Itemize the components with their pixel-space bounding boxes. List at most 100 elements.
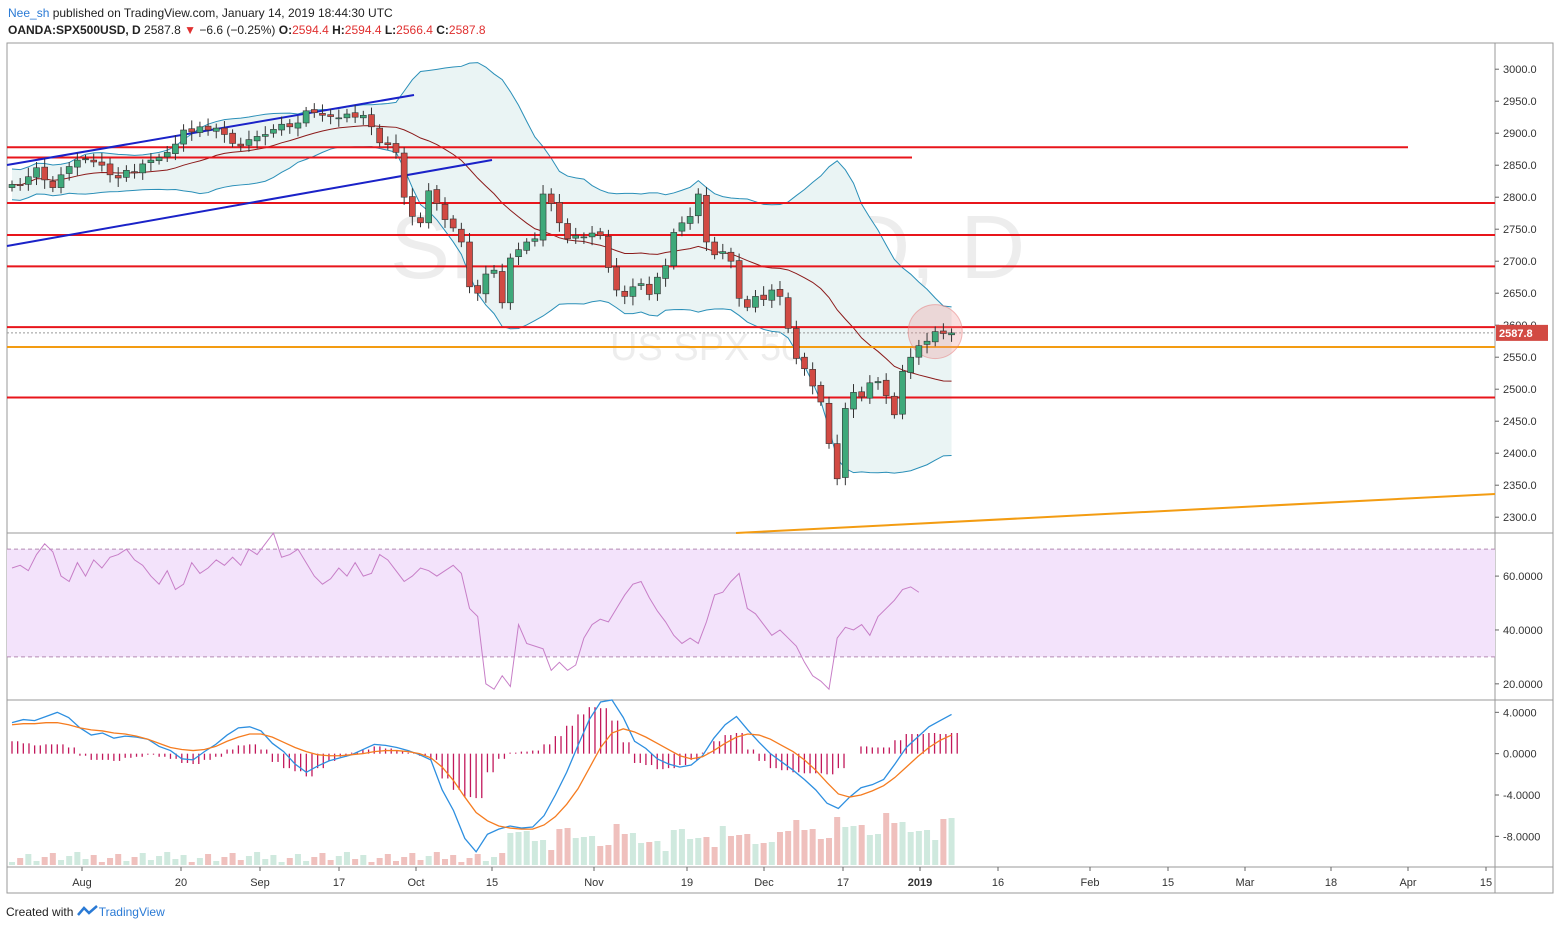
- candle-body: [114, 175, 122, 179]
- volume-bar: [392, 861, 399, 865]
- volume-bar: [270, 855, 277, 865]
- rsi-band-fill: [7, 549, 1495, 657]
- bollinger-fill: [12, 62, 952, 474]
- candle-body: [654, 276, 661, 295]
- volume-bar: [156, 856, 163, 865]
- volume-bar: [474, 854, 481, 865]
- volume-bar: [564, 828, 571, 865]
- candle-body: [466, 241, 473, 288]
- volume-bar: [164, 852, 171, 865]
- volume-bar: [670, 830, 677, 865]
- candle-body: [515, 249, 522, 258]
- volume-bar: [540, 840, 547, 865]
- volume-bar: [883, 813, 890, 865]
- volume-bar: [115, 854, 122, 865]
- candle-body: [286, 123, 294, 128]
- channel-lower-line: [6, 159, 493, 247]
- candle-body: [645, 283, 653, 295]
- price-tick-label: 2700.0: [1503, 256, 1537, 268]
- candle-body: [498, 271, 506, 304]
- volume-bar: [850, 826, 857, 865]
- candle-body: [196, 126, 204, 133]
- candle-body: [229, 132, 236, 144]
- volume-bar: [523, 831, 530, 865]
- macd-tick-label: 0.0000: [1503, 749, 1537, 761]
- volume-bar: [107, 858, 114, 865]
- candle-body: [82, 158, 89, 161]
- price-tick-label: 2650.0: [1503, 288, 1537, 300]
- candle-body: [302, 110, 310, 124]
- volume-bar: [572, 838, 579, 865]
- candle-body: [907, 356, 915, 373]
- candle-body: [270, 129, 277, 134]
- time-tick-label: Sep: [250, 877, 270, 889]
- price-tick-label: 2500.0: [1503, 384, 1537, 396]
- volume-bar: [589, 836, 596, 865]
- volume-bar: [147, 860, 154, 865]
- candle-body: [221, 127, 228, 135]
- time-tick-label: Feb: [1081, 877, 1100, 889]
- volume-bar: [376, 858, 383, 865]
- created-with-text: Created with: [6, 905, 74, 919]
- candle-body: [523, 241, 531, 251]
- volume-bar: [254, 852, 261, 865]
- volume-bar: [123, 861, 130, 865]
- candle-body: [360, 114, 367, 119]
- candle-body: [106, 163, 114, 176]
- candle-body: [784, 297, 792, 329]
- symbol-ohlc-line: OANDA:SPX500USD, D 2587.8 ▼ −6.6 (−0.25%…: [8, 23, 486, 37]
- tradingview-logo-icon: [76, 905, 99, 920]
- candle-body: [760, 294, 767, 300]
- candle-body: [809, 369, 816, 387]
- candle-body: [547, 193, 555, 204]
- volume-bar: [760, 843, 767, 865]
- candle-body: [8, 184, 16, 188]
- candle-body: [637, 283, 645, 286]
- candle-body: [131, 171, 138, 174]
- candle-body: [400, 152, 408, 198]
- volume-bar: [866, 835, 873, 865]
- candle-body: [686, 216, 694, 224]
- volume-bar: [834, 817, 841, 865]
- volume-bar: [311, 857, 318, 865]
- candle-body: [147, 159, 155, 163]
- volume-bar: [368, 862, 375, 865]
- volume-bar: [638, 843, 645, 865]
- volume-bar: [556, 829, 563, 865]
- candle-body: [621, 290, 629, 297]
- volume-bar: [580, 837, 587, 865]
- candle-body: [580, 236, 588, 239]
- publish-text: published on TradingView.com, January 14…: [49, 6, 393, 20]
- candle-body: [931, 331, 939, 343]
- price-tick-label: 2400.0: [1503, 448, 1537, 460]
- volume-bar: [335, 856, 342, 865]
- candle-body: [57, 174, 65, 188]
- volume-bar: [842, 827, 849, 865]
- price-tick-label: 2550.0: [1503, 352, 1537, 364]
- candle-body: [90, 159, 97, 163]
- candle-body: [335, 117, 343, 120]
- volume-bar: [826, 838, 832, 865]
- candle-body: [253, 136, 261, 142]
- candle-body: [449, 218, 457, 229]
- author-link[interactable]: Nee_sh: [8, 6, 50, 20]
- volume-bar: [695, 838, 702, 865]
- volume-bar: [646, 842, 653, 865]
- volume-bar: [360, 855, 367, 865]
- volume-bar: [343, 852, 350, 865]
- volume-bar: [662, 851, 669, 865]
- candle-body: [49, 180, 57, 188]
- time-tick-label: Apr: [1399, 877, 1416, 889]
- candle-body: [564, 223, 571, 240]
- volume-bar: [948, 818, 955, 865]
- candle-body: [915, 345, 923, 358]
- volume-bar: [172, 859, 179, 865]
- price-tick-label: 2850.0: [1503, 160, 1537, 172]
- candle-body: [866, 382, 874, 399]
- candle-body: [629, 286, 637, 297]
- candle-body: [694, 193, 702, 217]
- time-tick-label: 17: [837, 877, 849, 889]
- tradingview-link[interactable]: TradingView: [98, 905, 165, 919]
- candle-body: [74, 159, 81, 168]
